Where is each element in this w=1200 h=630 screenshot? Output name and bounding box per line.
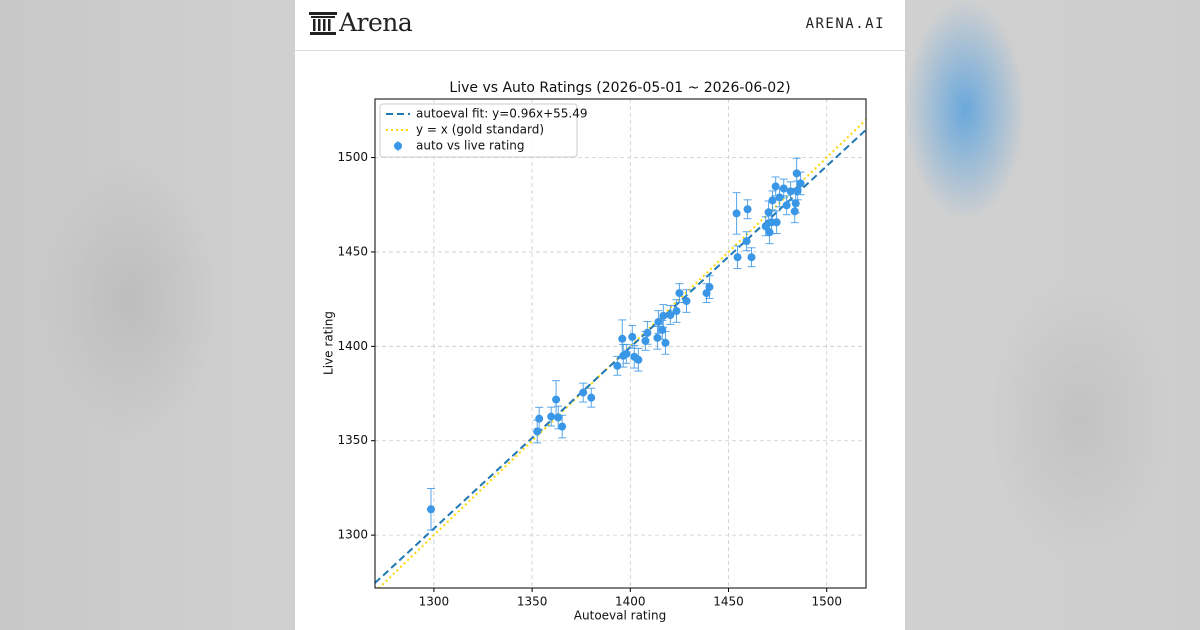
- point: [426, 505, 435, 514]
- point: [771, 182, 780, 191]
- legend-label: y = x (gold standard): [416, 123, 544, 137]
- point: [768, 196, 777, 205]
- x-tick-label: 1400: [615, 595, 646, 609]
- legend-label: autoeval fit: y=0.96x+55.49: [416, 107, 588, 121]
- y-tick-label: 1300: [337, 528, 368, 542]
- logo: [309, 12, 337, 35]
- point: [702, 289, 711, 298]
- point: [705, 283, 714, 292]
- y-tick-label: 1350: [337, 433, 368, 447]
- point: [761, 222, 770, 231]
- point: [535, 414, 544, 423]
- point: [775, 193, 784, 202]
- grid: [375, 99, 866, 588]
- point: [587, 393, 596, 402]
- point: [554, 413, 563, 422]
- point: [658, 325, 667, 334]
- point: [613, 361, 622, 370]
- brand: Arena: [339, 8, 413, 37]
- point: [547, 412, 556, 421]
- legend-swatch: [394, 142, 402, 150]
- point: [579, 388, 588, 397]
- point: [641, 336, 650, 345]
- x-axis-label: Autoeval rating: [574, 609, 666, 623]
- point: [782, 201, 791, 210]
- point: [772, 218, 781, 227]
- point: [618, 334, 627, 343]
- chart-title: Live vs Auto Ratings (2026-05-01 ~ 2026-…: [449, 80, 790, 96]
- axes-frame: [374, 98, 867, 589]
- point: [792, 169, 801, 178]
- x-tick-label: 1450: [713, 595, 744, 609]
- point: [659, 311, 668, 320]
- point: [791, 199, 800, 208]
- site-link[interactable]: ARENA.AI: [805, 16, 885, 32]
- x-tick-label: 1350: [517, 595, 548, 609]
- point: [733, 253, 742, 262]
- header: Arena ARENA.AI: [295, 0, 905, 51]
- point: [622, 349, 631, 358]
- point: [643, 328, 652, 337]
- point: [790, 207, 799, 216]
- point: [661, 338, 670, 347]
- x-tick-label: 1300: [419, 595, 450, 609]
- point: [672, 307, 681, 316]
- point: [675, 289, 684, 298]
- legend: autoeval fit: y=0.96x+55.49 y = x (gold s…: [379, 103, 588, 158]
- point: [533, 427, 542, 436]
- plot-area: [375, 119, 866, 588]
- point: [654, 317, 663, 326]
- point: [765, 228, 774, 237]
- legend-label: auto vs live rating: [416, 139, 525, 153]
- point: [682, 297, 691, 306]
- point: [732, 209, 741, 218]
- y-tick-label: 1400: [337, 339, 368, 353]
- y-tick-label: 1450: [337, 244, 368, 258]
- y-tick-label: 1500: [337, 150, 368, 164]
- point: [552, 395, 561, 404]
- point: [743, 205, 752, 214]
- legend-box: [379, 103, 578, 158]
- point: [786, 187, 795, 196]
- x-tick-label: 1500: [811, 595, 842, 609]
- point: [779, 184, 788, 193]
- point: [742, 237, 751, 246]
- point: [634, 355, 643, 364]
- point: [747, 253, 756, 262]
- point: [628, 332, 637, 341]
- y-axis-label: Live rating: [322, 311, 336, 375]
- point: [796, 179, 805, 188]
- point: [666, 310, 675, 319]
- point: [764, 208, 773, 217]
- point: [653, 333, 662, 342]
- point: [558, 422, 567, 431]
- point: [793, 186, 802, 195]
